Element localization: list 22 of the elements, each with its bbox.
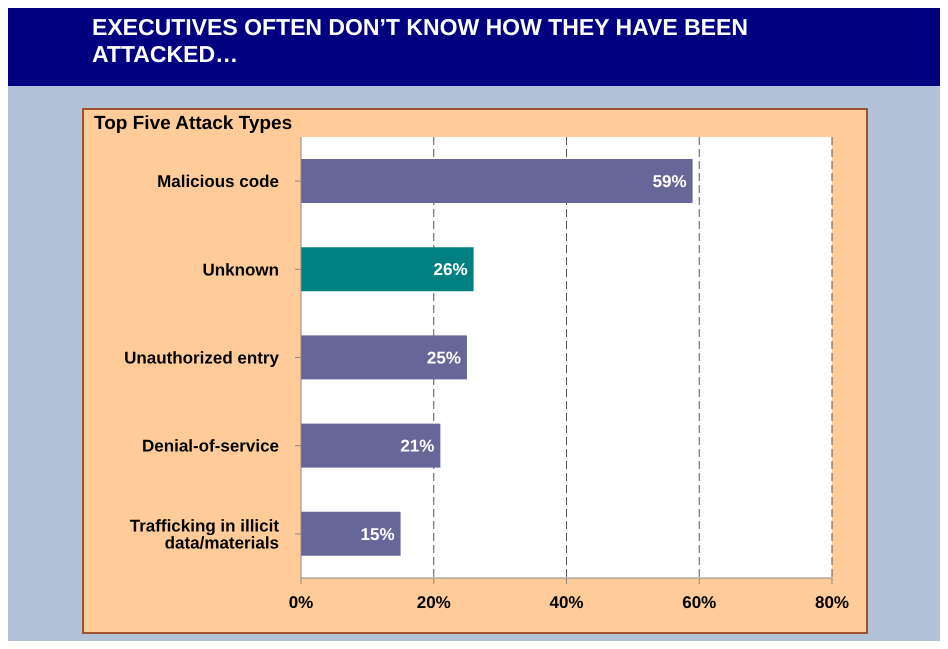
bar — [301, 159, 693, 203]
y-tick-label: Unknown — [202, 260, 279, 280]
y-tick-label: Denial-of-service — [142, 436, 279, 456]
x-tick-label: 40% — [549, 593, 584, 612]
x-tick-label: 60% — [682, 593, 716, 612]
x-tick-label: 0% — [288, 593, 314, 612]
y-tick-label: Trafficking in illicit data/materials — [130, 516, 280, 552]
data-label: 25% — [426, 348, 461, 368]
x-tick-label: 80% — [814, 593, 850, 612]
y-tick-label: Unauthorized entry — [124, 348, 280, 368]
chart-title: EXECUTIVES OFTEN DON’T KNOW HOW THEY HAVE BEEN ATTACKED… — [92, 14, 749, 68]
data-label: 15% — [360, 524, 395, 544]
bar — [301, 424, 440, 468]
x-tick-label: 20% — [416, 593, 451, 612]
bar — [301, 512, 401, 556]
data-label: 59% — [652, 172, 687, 191]
data-label: 26% — [434, 260, 468, 280]
data-label: 21% — [400, 436, 434, 456]
y-tick-label: Malicious code — [157, 172, 279, 192]
bar — [301, 247, 474, 292]
bar — [301, 335, 467, 380]
chart-subtitle: Top Five Attack Types — [94, 113, 292, 135]
